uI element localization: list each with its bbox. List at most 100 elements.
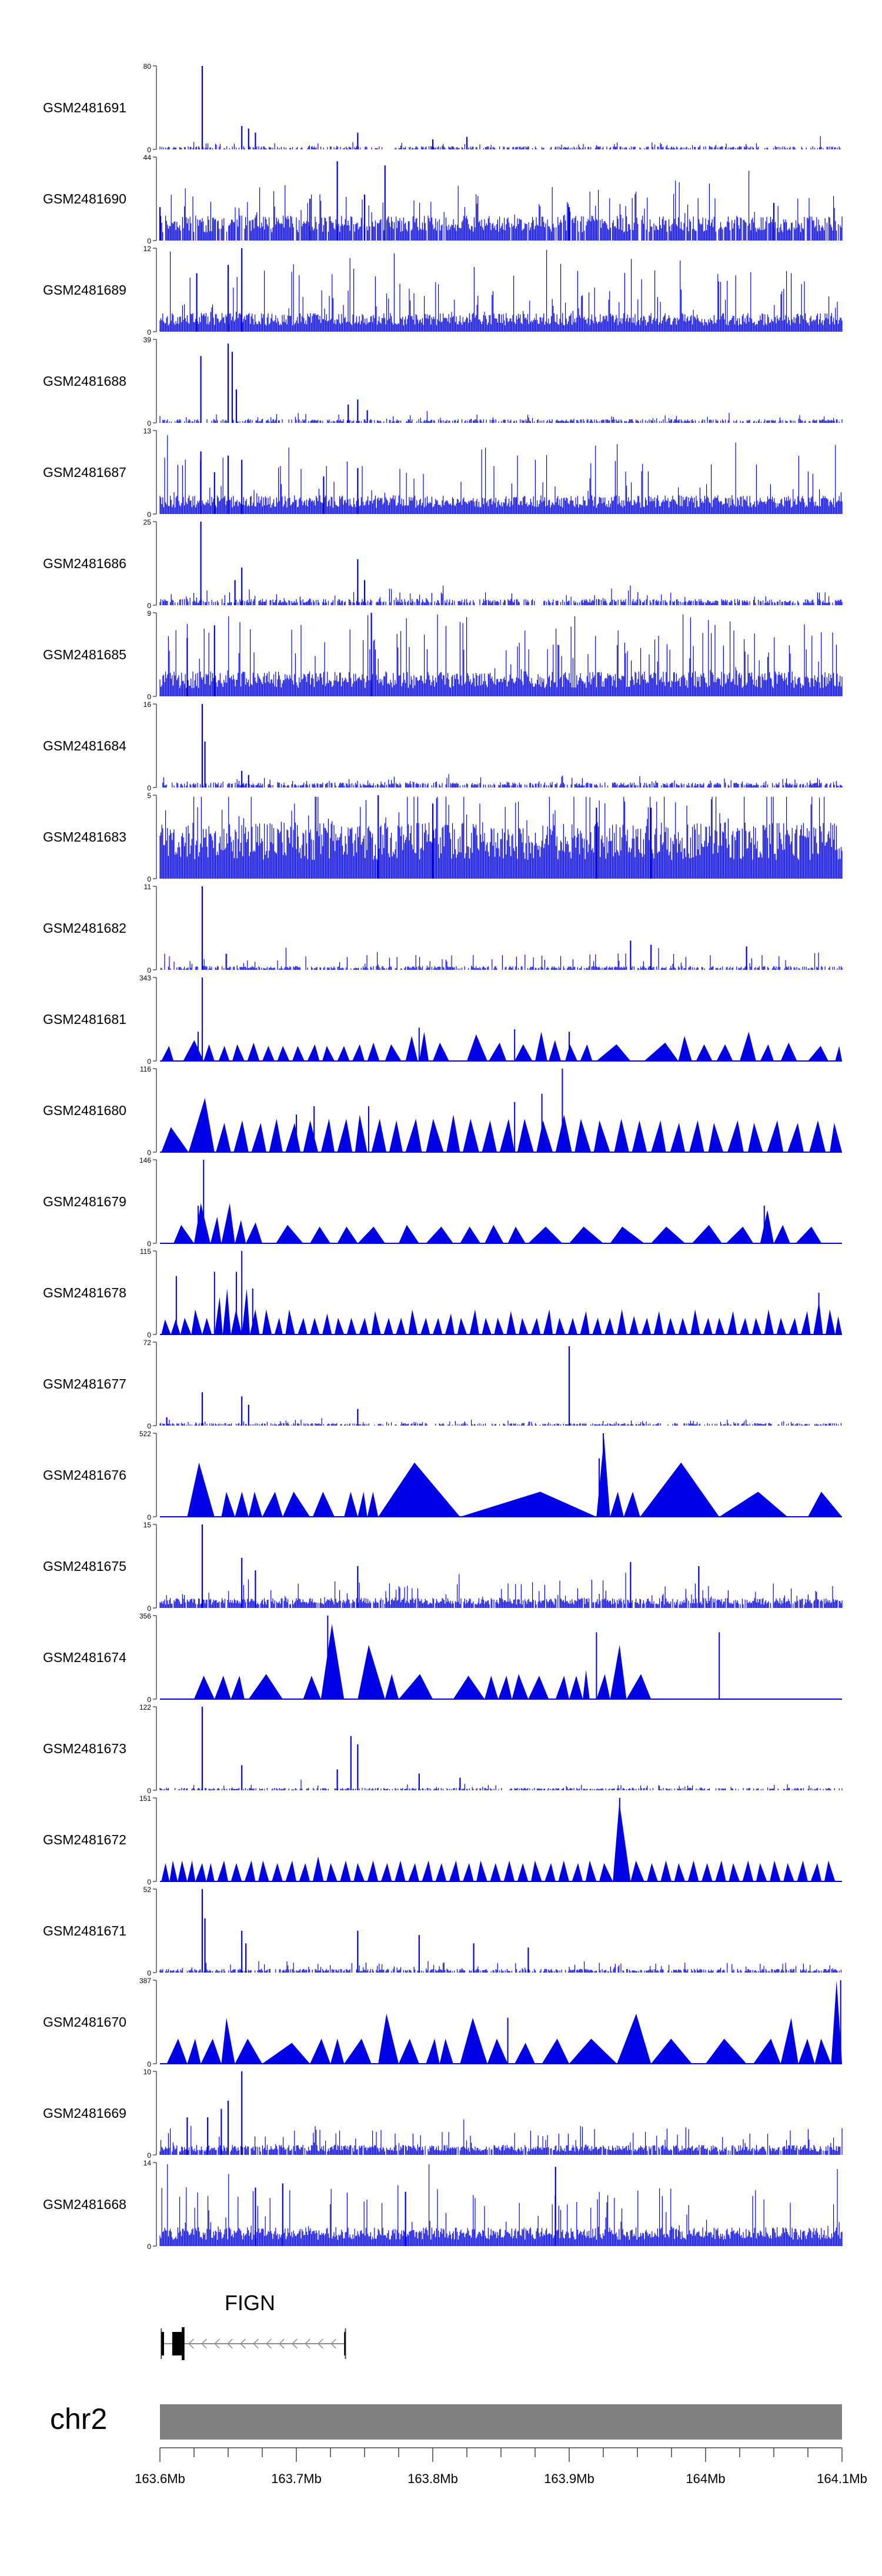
gene-label: FIGN: [225, 2291, 275, 2315]
coverage-block: [485, 1676, 499, 1699]
coverage-block: [269, 1119, 283, 1152]
coverage-block: [310, 1317, 320, 1334]
coverage-block: [716, 1044, 733, 1061]
track-label: GSM2481681: [43, 1012, 126, 1027]
coverage-block: [690, 1309, 700, 1334]
coverage-block: [531, 1860, 542, 1881]
coverage-block: [312, 1491, 335, 1517]
coverage-block: [666, 1317, 676, 1334]
coverage-block: [399, 1674, 433, 1699]
coverage-block: [835, 1046, 842, 1061]
y-tick-label-max: 39: [143, 336, 152, 344]
coverage-block: [809, 1120, 826, 1152]
coverage-block: [426, 1119, 444, 1152]
coverage-block: [727, 1120, 744, 1152]
coverage-block: [337, 1119, 353, 1152]
coverage-block: [592, 1317, 602, 1334]
chromosome-label: chr2: [50, 2403, 107, 2435]
y-tick-label-max: 15: [143, 1521, 152, 1529]
y-tick-label-max: 115: [140, 1247, 151, 1256]
coverage-block: [221, 2017, 235, 2064]
coverage-block: [383, 1317, 393, 1334]
coverage-block: [617, 1309, 627, 1334]
y-tick-label-min: 0: [147, 602, 151, 610]
coverage-block: [580, 1311, 590, 1334]
coverage-block: [405, 1036, 418, 1061]
coverage-block: [463, 1863, 474, 1881]
coverage-block: [344, 1491, 358, 1517]
coverage-block: [161, 1127, 189, 1152]
coverage-block: [232, 1044, 245, 1061]
y-tick-label-max: 16: [143, 700, 152, 709]
track-GSM2481685: GSM2481685 9 0: [43, 609, 843, 701]
coverage-block: [337, 1226, 358, 1243]
genome-axis-tick-label: 164Mb: [686, 2471, 725, 2486]
coverage-block: [180, 1317, 192, 1334]
coverage-block: [299, 1863, 310, 1881]
coverage-block: [230, 1863, 242, 1881]
coverage-block: [706, 2038, 747, 2064]
coverage-block: [346, 1317, 357, 1334]
coverage-block: [517, 1863, 529, 1881]
track-label: GSM2481683: [43, 829, 126, 845]
coverage-block: [298, 1317, 308, 1334]
coverage-signal: [159, 171, 843, 241]
coverage-block: [569, 1676, 583, 1699]
coverage-block: [660, 1860, 671, 1881]
coverage-block: [248, 1674, 283, 1699]
coverage-block: [385, 1674, 399, 1699]
y-tick-label-max: 5: [147, 792, 151, 800]
coverage-block: [408, 1863, 419, 1881]
y-tick-label-min: 0: [147, 419, 151, 428]
coverage-block: [235, 1491, 249, 1517]
coverage-signal: [159, 1961, 841, 1973]
coverage-block: [614, 1119, 630, 1152]
coverage-block: [585, 1860, 597, 1881]
track-GSM2481676: GSM2481676 522 0: [43, 1430, 842, 1521]
coverage-block: [235, 2038, 262, 2064]
coverage-block: [344, 2038, 372, 2064]
y-tick-label-max: 14: [143, 2159, 152, 2167]
coverage-block: [482, 1120, 497, 1152]
y-tick-label-min: 0: [147, 1696, 151, 1704]
track-GSM2481690: GSM2481690 44 0: [43, 154, 843, 245]
coverage-block: [166, 2038, 188, 2064]
y-tick-label-max: 10: [143, 2068, 152, 2076]
coverage-block: [756, 1863, 767, 1881]
coverage-block: [708, 1123, 724, 1152]
strand-arrow: [292, 2338, 298, 2349]
coverage-block: [514, 2043, 535, 2064]
coverage-block: [161, 1319, 171, 1334]
coverage-block: [740, 1317, 750, 1334]
coverage-block: [258, 1860, 269, 1881]
y-tick-label-min: 0: [147, 693, 151, 701]
coverage-block: [420, 1317, 430, 1334]
coverage-block: [367, 1860, 379, 1881]
coverage-block: [580, 1044, 593, 1061]
coverage-signal: [159, 435, 843, 514]
coverage-block: [242, 1288, 250, 1334]
track-label: GSM2481676: [43, 1467, 126, 1483]
coverage-block: [776, 1317, 786, 1334]
coverage-block: [535, 1032, 547, 1061]
coverage-block: [378, 2013, 399, 2064]
coverage-block: [831, 1980, 842, 2064]
coverage-block: [727, 1311, 737, 1334]
track-label: GSM2481688: [43, 373, 126, 389]
coverage-block: [206, 1863, 215, 1881]
coverage-block: [285, 1123, 300, 1152]
coverage-block: [310, 1226, 330, 1243]
coverage-block: [396, 1317, 406, 1334]
coverage-block: [171, 1319, 181, 1334]
coverage-signal: [159, 1573, 843, 1608]
coverage-block: [719, 1491, 788, 1517]
coverage-block: [277, 1046, 290, 1061]
coverage-block: [217, 1860, 228, 1881]
coverage-block: [419, 1032, 429, 1061]
coverage-block: [764, 1309, 774, 1334]
coverage-block: [303, 1120, 319, 1152]
coverage-block: [251, 1123, 266, 1152]
coverage-block: [670, 1123, 686, 1152]
coverage-block: [774, 1224, 790, 1243]
